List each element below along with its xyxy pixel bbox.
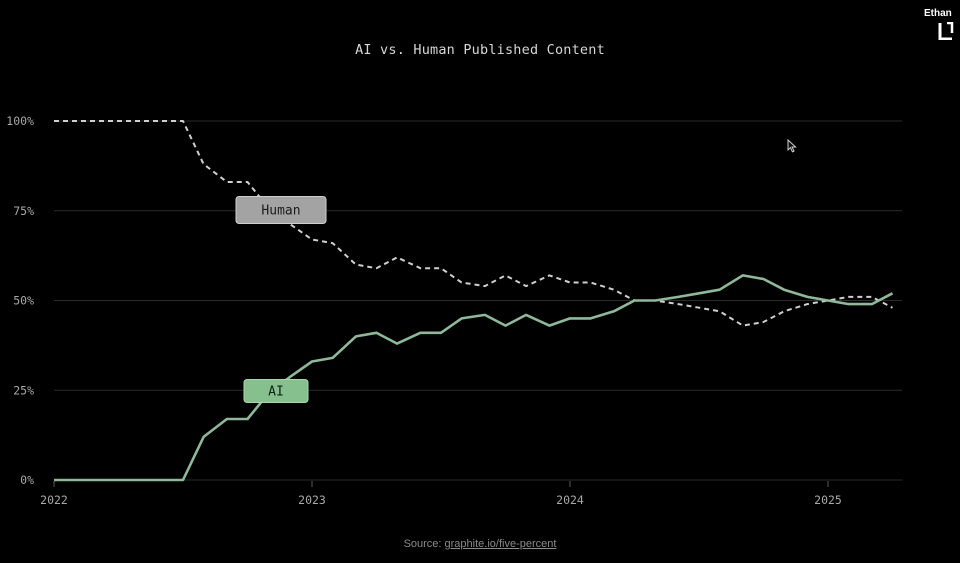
logo-mark-icon: [938, 22, 954, 40]
mouse-pointer-icon: [787, 139, 797, 153]
y-tick-label: 25%: [13, 383, 34, 397]
source-prefix: Source:: [403, 538, 445, 550]
series-lines: [54, 120, 894, 482]
x-tick-label: 2022: [40, 493, 68, 507]
series-labels: Human AI: [235, 196, 327, 403]
series-label-text: Human: [261, 204, 300, 219]
x-axis-ticks: 2022 2023 2024 2025: [40, 481, 842, 507]
chart-title: AI vs. Human Published Content: [355, 42, 605, 58]
x-tick-label: 2023: [298, 493, 326, 507]
source-note: Source: graphite.io/five-percent: [0, 538, 960, 550]
series-label-ai: AI: [243, 379, 309, 403]
watermark: Ethan: [924, 8, 958, 40]
watermark-name: Ethan: [924, 8, 952, 19]
series-label-box: [243, 379, 309, 403]
grid-lines: [54, 120, 902, 481]
y-tick-label: 75%: [13, 204, 34, 218]
series-line-human: [54, 120, 893, 327]
source-link[interactable]: graphite.io/five-percent: [444, 538, 557, 550]
y-tick-label: 100%: [6, 114, 34, 128]
y-axis-ticks: 0% 25% 50% 75% 100%: [6, 114, 34, 487]
series-label-human: Human: [235, 196, 327, 224]
series-label-text: AI: [268, 385, 284, 400]
x-tick-label: 2025: [814, 493, 842, 507]
y-tick-label: 0%: [20, 473, 34, 487]
series-label-box: [235, 196, 327, 224]
x-tick-label: 2024: [556, 493, 584, 507]
y-tick-label: 50%: [13, 294, 34, 308]
series-line-ai: [54, 274, 894, 482]
